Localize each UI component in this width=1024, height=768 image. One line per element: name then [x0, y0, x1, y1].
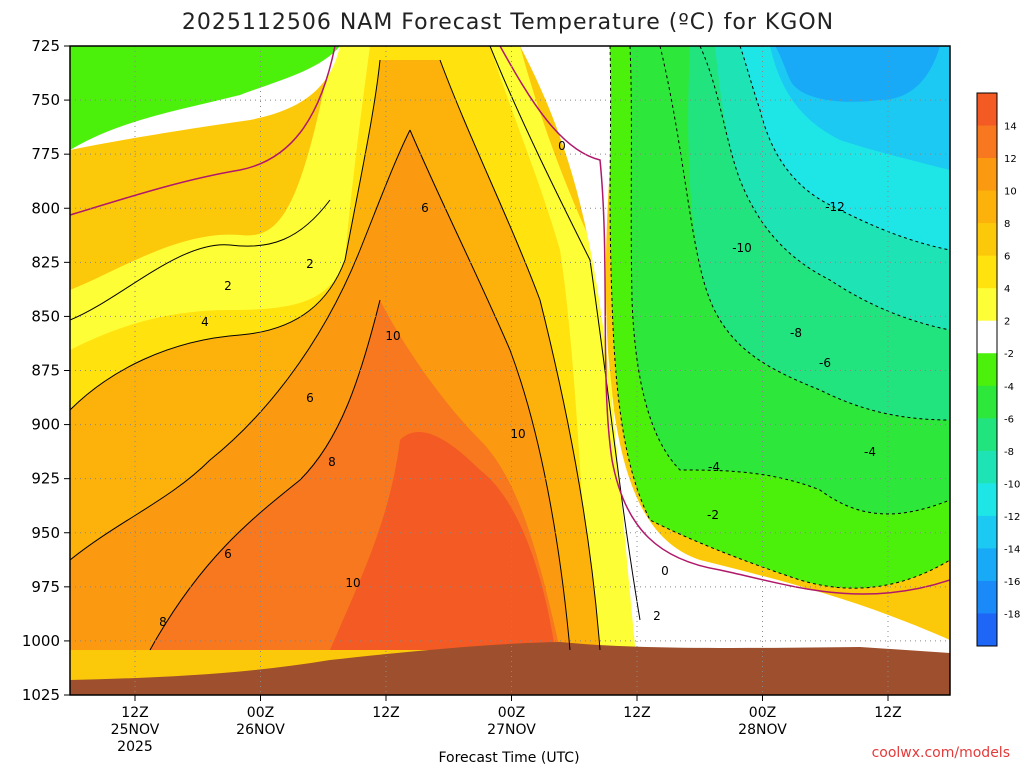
- colorbar-swatch: [977, 418, 997, 452]
- y-tick-label: 800: [31, 199, 60, 217]
- colorbar-swatch: [977, 190, 997, 224]
- contour-label: 4: [201, 315, 209, 329]
- y-tick-label: 975: [31, 578, 60, 596]
- y-tick-label: 1025: [22, 686, 60, 704]
- field-zero-band-right: [520, 46, 950, 695]
- plot-area: 0 2 2 6 4 10 6 8 10 6 8 10 -12 -10 -8 -6 -4 -4 -2 0 2: [70, 46, 950, 695]
- colorbar-label: 2: [1004, 317, 1010, 328]
- colorbar-swatch: [977, 580, 997, 614]
- x-tick-hour: 12Z: [874, 705, 901, 721]
- y-tick-label: 875: [31, 362, 60, 380]
- colorbar-label: -18: [1004, 609, 1020, 620]
- ground: [70, 642, 950, 695]
- x-tick-hour: 00Z: [247, 705, 274, 721]
- field-blue-zone: [775, 46, 940, 102]
- colorbar-label: 4: [1004, 284, 1010, 295]
- colorbar-label: -8: [1004, 447, 1014, 458]
- colorbar-swatch: [977, 158, 997, 192]
- grid-lines: [70, 46, 950, 695]
- x-tick-hour: 00Z: [749, 705, 776, 721]
- x-tick-hour: 12Z: [372, 705, 399, 721]
- contour-label: -6: [819, 356, 831, 370]
- colorbar-label: 12: [1004, 154, 1017, 165]
- colorbar: 14 12 10 8 6 4 2 -2 -4 -6 -8 -10 -12 -14 -16 -18: [976, 92, 1020, 647]
- colorbar-label: 6: [1004, 252, 1010, 263]
- colorbar-swatch: [977, 353, 997, 387]
- contour-label: 10: [510, 427, 525, 441]
- contour-label: 6: [421, 201, 429, 215]
- y-tick-label: 900: [31, 416, 60, 434]
- colorbar-swatch: [977, 483, 997, 517]
- zero-contour-lines: [70, 46, 950, 595]
- colorbar-label: -6: [1004, 414, 1014, 425]
- contour-label: 10: [385, 329, 400, 343]
- contour-label: -4: [864, 445, 876, 459]
- colorbar-label: 8: [1004, 219, 1010, 230]
- y-tick-label: 775: [31, 145, 60, 163]
- field-left-green: [70, 46, 340, 150]
- x-tick-date: 28NOV: [738, 722, 787, 738]
- colorbar-swatch: [977, 223, 997, 257]
- contour-label: 0: [661, 564, 669, 578]
- colorbar-label: 10: [1004, 187, 1017, 198]
- y-tick-label: 950: [31, 524, 60, 542]
- colorbar-swatch: [977, 125, 997, 159]
- contour-label: -2: [707, 508, 719, 522]
- field-lightyellow-zone: [70, 46, 370, 350]
- colorbar-swatch: [977, 320, 997, 354]
- colorbar-label: -16: [1004, 577, 1020, 588]
- contour-label: 6: [306, 391, 314, 405]
- field-lightyellow-right: [490, 46, 780, 650]
- x-tick-date: 26NOV: [236, 722, 285, 738]
- x-tick-date: 27NOV: [487, 722, 536, 738]
- x-axis-label: Forecast Time (UTC): [438, 750, 579, 766]
- credit-text: coolwx.com/models: [872, 745, 1010, 761]
- contour-label: -10: [732, 241, 752, 255]
- contour-label: 2: [306, 257, 314, 271]
- colorbar-swatch: [977, 515, 997, 549]
- contour-label: 0: [558, 139, 566, 153]
- y-axis: 725 750 775 800 825 850 875 900 925 950 975 1000 102…: [22, 37, 70, 704]
- colorbar-swatch: [977, 613, 997, 647]
- contour-label: -4: [708, 460, 720, 474]
- y-tick-label: 850: [31, 307, 60, 325]
- x-tick-hour: 12Z: [121, 705, 148, 721]
- y-tick-label: 1000: [22, 632, 60, 650]
- x-tick-hour: 00Z: [498, 705, 525, 721]
- colorbar-swatch: [977, 288, 997, 322]
- colorbar-label: -2: [1004, 349, 1014, 360]
- contour-label: 10: [345, 576, 360, 590]
- contour-label: 6: [224, 547, 232, 561]
- y-tick-label: 925: [31, 470, 60, 488]
- contour-labels: 0 2 2 6 4 10 6 8 10 6 8 10 -12 -10 -8 -6 -4 -4 -2 0 2: [159, 139, 876, 629]
- chart-title: 2025112506 NAM Forecast Temperature (ºC)…: [182, 10, 834, 35]
- contour-lines: [70, 46, 641, 651]
- contour-label: 8: [159, 615, 167, 629]
- x-tick-hour: 12Z: [623, 705, 650, 721]
- colorbar-swatch: [977, 93, 997, 127]
- colorbar-swatch: [977, 548, 997, 582]
- colorbar-swatch: [977, 450, 997, 484]
- contour-label: 2: [653, 609, 661, 623]
- contour-label: -12: [825, 200, 845, 214]
- colorbar-label: -10: [1004, 479, 1020, 490]
- colorbar-label: 14: [1004, 122, 1017, 133]
- contour-label: 8: [328, 455, 336, 469]
- field-red-orange-zone: [330, 431, 555, 650]
- x-tick-date: 25NOV: [111, 722, 160, 738]
- colorbar-label: -14: [1004, 544, 1020, 555]
- colorbar-label: -4: [1004, 382, 1014, 393]
- contour-label: 2: [224, 279, 232, 293]
- y-tick-label: 725: [31, 37, 60, 55]
- x-tick-year: 2025: [117, 739, 153, 755]
- colorbar-swatch: [977, 255, 997, 289]
- colorbar-frame: [976, 92, 998, 647]
- y-tick-label: 825: [31, 253, 60, 271]
- colorbar-label: -12: [1004, 512, 1020, 523]
- colorbar-swatch: [977, 385, 997, 419]
- contour-label: -8: [790, 326, 802, 340]
- y-tick-label: 750: [31, 91, 60, 109]
